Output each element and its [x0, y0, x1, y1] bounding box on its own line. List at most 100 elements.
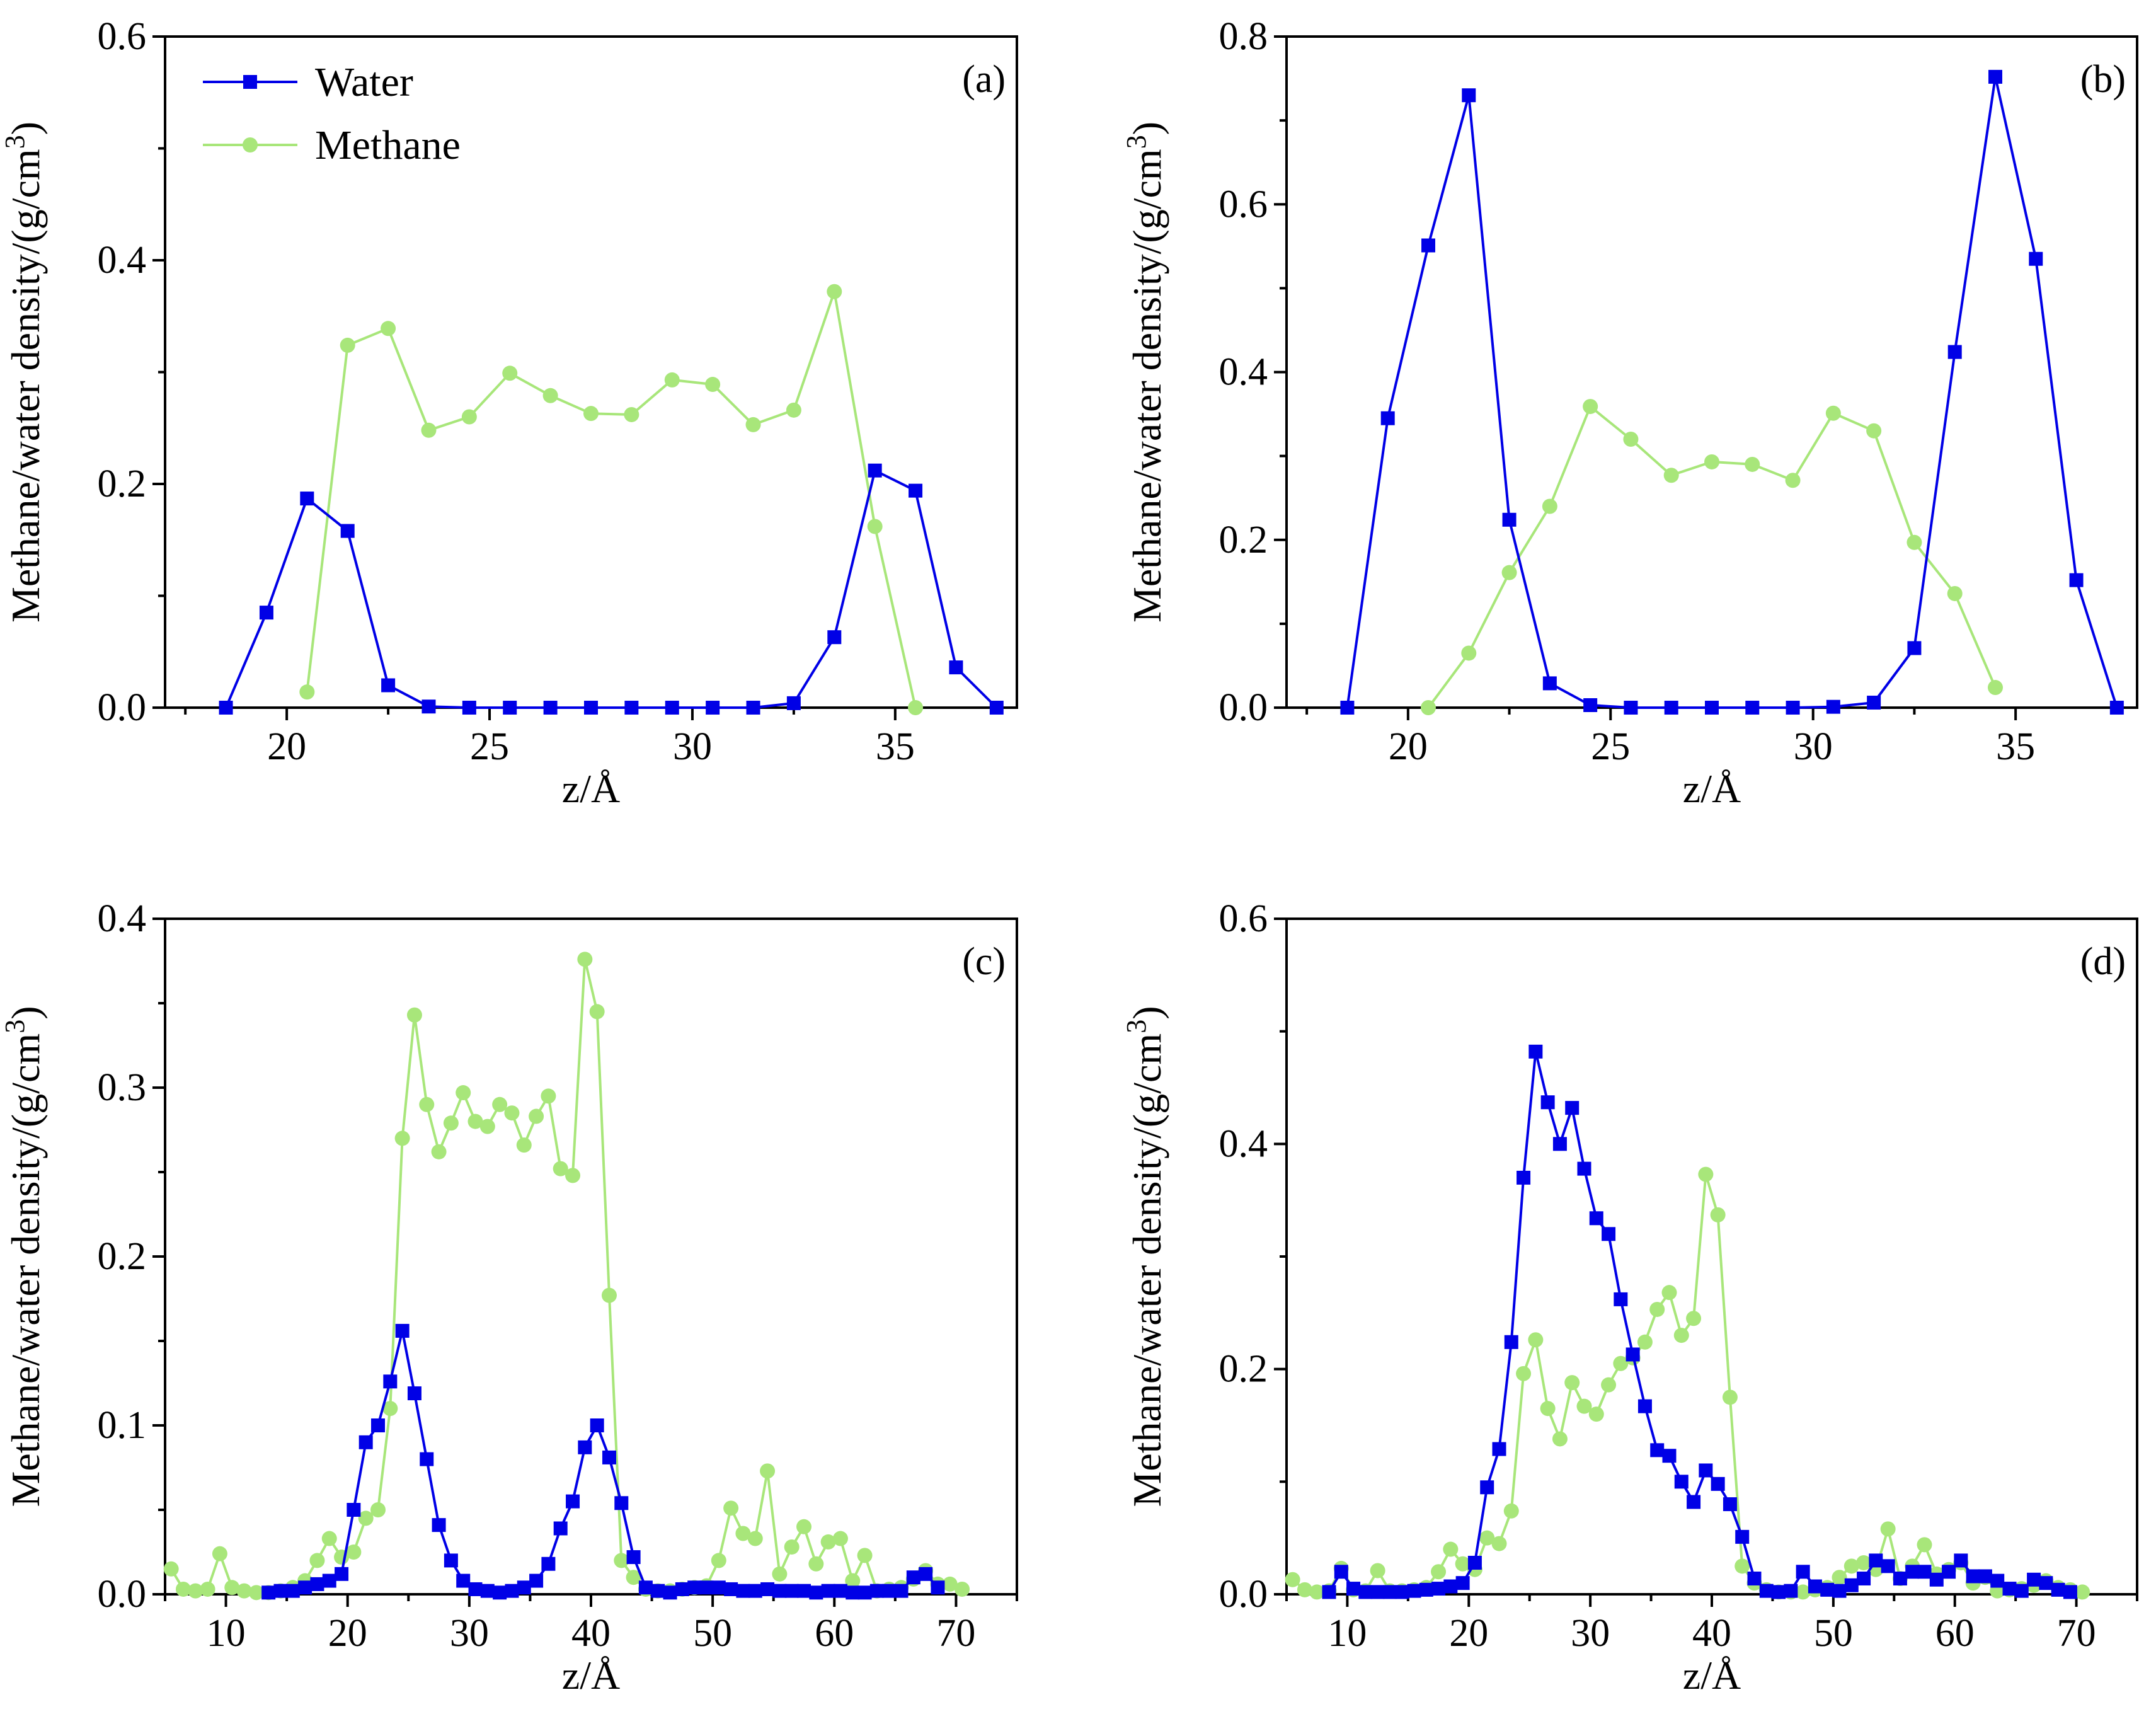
data-point-methane [248, 1585, 264, 1601]
legend-label-water: Water [315, 59, 413, 105]
data-point-methane [1461, 645, 1477, 661]
data-point-methane [421, 422, 437, 438]
data-point-water [1786, 701, 1800, 715]
data-point-methane [1285, 1572, 1300, 1587]
data-point-water [1711, 1476, 1725, 1491]
data-point-methane [827, 284, 842, 299]
data-point-water [1395, 1585, 1409, 1599]
y-tick-label: 0.4 [1219, 1122, 1268, 1165]
data-point-water [1382, 1585, 1397, 1599]
data-point-water [407, 1386, 421, 1401]
data-point-water [1462, 88, 1476, 103]
data-point-water [590, 1418, 604, 1432]
x-tick-label: 40 [571, 1612, 611, 1655]
series-methane [299, 284, 924, 715]
data-point-water [760, 1582, 775, 1596]
data-point-water [1881, 1559, 1895, 1573]
x-axis-title: z/Å [1683, 766, 1741, 811]
x-axis-title: z/Å [1683, 1653, 1741, 1698]
data-point-methane [529, 1108, 544, 1124]
y-tick-label: 0.8 [1219, 15, 1268, 58]
data-point-water [383, 1374, 398, 1389]
data-point-water [1905, 1565, 1920, 1579]
data-point-water [1699, 1463, 1713, 1478]
data-point-water [1346, 1582, 1361, 1596]
data-point-water [1565, 1101, 1580, 1115]
data-point-water [1844, 1578, 1859, 1592]
data-point-water [381, 678, 396, 693]
data-point-water [322, 1573, 336, 1588]
x-tick-label: 10 [207, 1612, 246, 1655]
data-point-water [809, 1585, 823, 1600]
data-point-water [1540, 1095, 1555, 1110]
data-point-water [638, 1580, 653, 1595]
data-point-water [1552, 1137, 1567, 1151]
data-point-water [371, 1418, 385, 1432]
data-point-methane [419, 1096, 435, 1112]
data-point-water [746, 701, 760, 715]
data-point-water [432, 1518, 446, 1533]
series-methane [1421, 399, 2003, 715]
y-tick-label: 0.0 [1219, 686, 1268, 729]
y-axis-title: Methane/water density/(g/cm3) [0, 1006, 48, 1507]
data-point-methane [502, 365, 518, 381]
data-point-water [1504, 1335, 1518, 1349]
y-axis-title: Methane/water density/(g/cm3) [0, 122, 48, 623]
chart-panel-4: 10 20 30 40 50 60 70 0.0 0.2 0.4 0.6 z/Å Methane/wat… [1121, 897, 2138, 1698]
data-point-methane [1588, 1406, 1604, 1422]
data-point-water [1907, 641, 1922, 655]
data-point-water [298, 1580, 313, 1595]
data-point-methane [467, 1113, 483, 1129]
data-point-methane [1552, 1431, 1568, 1447]
data-point-water [665, 701, 679, 715]
data-point-water [1431, 1582, 1446, 1596]
y-tick-label: 0.6 [1219, 183, 1268, 226]
data-point-water [566, 1494, 580, 1509]
data-point-water [1650, 1443, 1665, 1458]
data-point-water [2063, 1585, 2077, 1599]
data-point-methane [340, 337, 355, 353]
data-point-water [503, 701, 517, 715]
data-point-water [1614, 1292, 1628, 1306]
data-point-methane [745, 417, 761, 432]
data-point-water [1869, 1553, 1883, 1568]
x-tick-label: 20 [328, 1612, 367, 1655]
data-point-methane [1455, 1556, 1471, 1572]
data-point-methane [1686, 1311, 1702, 1326]
y-axis-title: Methane/water density/(g/cm3) [1121, 1006, 1169, 1507]
y-tick-label: 0.0 [1219, 1573, 1268, 1616]
data-point-water [1407, 1584, 1421, 1598]
data-point-methane [1431, 1564, 1447, 1580]
data-point-water [553, 1521, 568, 1536]
data-point-water [1759, 1584, 1774, 1598]
data-point-methane [1698, 1166, 1714, 1182]
data-point-water [2051, 1582, 2065, 1597]
data-point-methane [1843, 1558, 1859, 1574]
legend-label-methane: Methane [315, 122, 461, 168]
data-point-water [797, 1584, 811, 1598]
data-point-water [421, 699, 436, 714]
x-tick-label: 25 [1591, 725, 1630, 768]
data-point-methane [382, 1401, 398, 1417]
data-point-water [1954, 1553, 1968, 1568]
data-point-methane [857, 1548, 873, 1563]
data-point-water [462, 701, 476, 715]
data-point-methane [1704, 454, 1719, 469]
data-point-methane [1917, 1537, 1932, 1553]
data-point-water [1978, 1569, 1992, 1584]
data-point-methane [1856, 1555, 1872, 1570]
data-point-water [1542, 676, 1557, 691]
data-point-methane [1421, 700, 1436, 715]
data-point-water [869, 1584, 884, 1598]
data-point-methane [1832, 1570, 1847, 1585]
data-point-methane [516, 1137, 532, 1153]
data-point-water [2109, 701, 2124, 715]
data-point-methane [492, 1096, 508, 1112]
data-point-methane [321, 1531, 337, 1546]
data-point-methane [443, 1115, 459, 1131]
panel-label: (d) [2080, 940, 2126, 983]
data-point-water [444, 1553, 458, 1568]
data-point-water [1674, 1475, 1689, 1489]
data-point-methane [431, 1144, 447, 1159]
